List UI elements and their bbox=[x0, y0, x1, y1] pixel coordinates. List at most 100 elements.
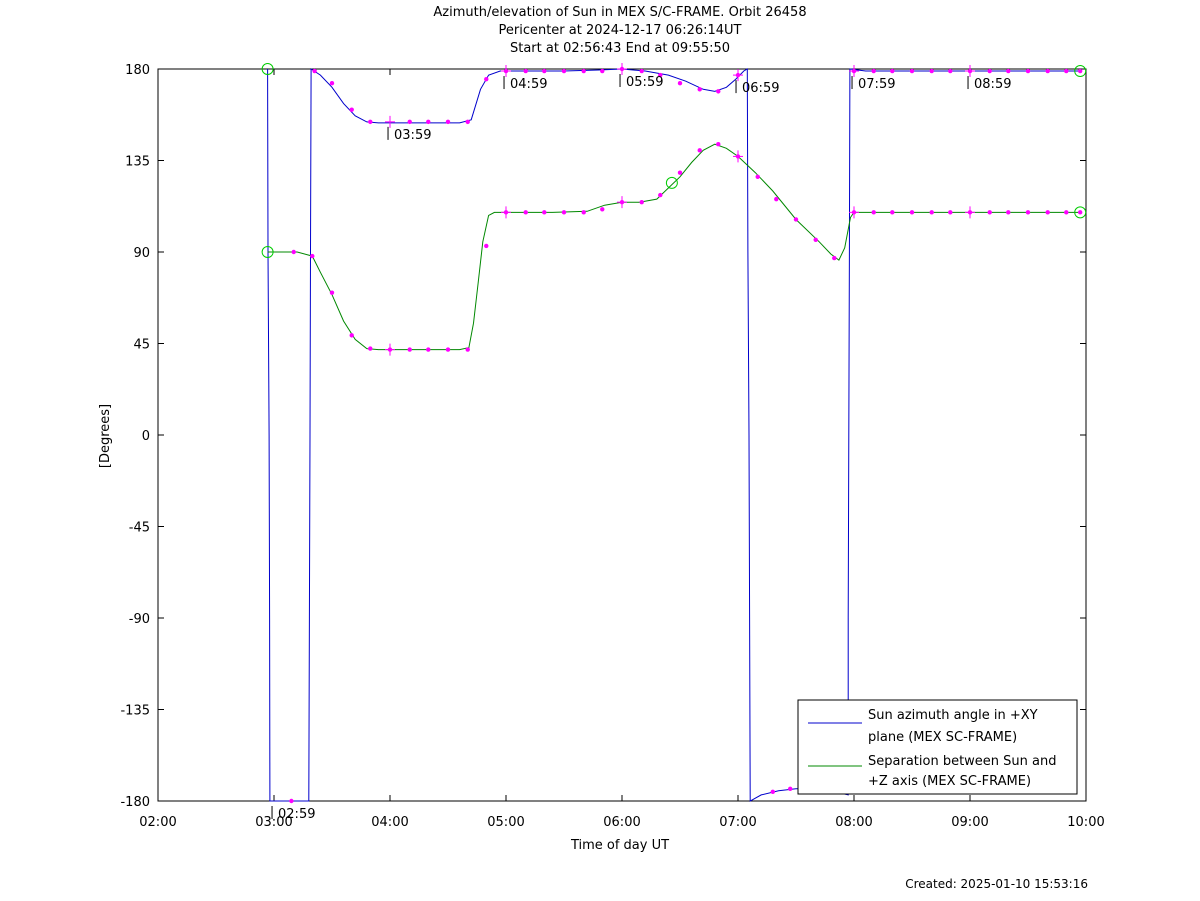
data-point-marker bbox=[581, 68, 586, 74]
legend-label-azimuth-line2: plane (MEX SC-FRAME) bbox=[868, 730, 1017, 745]
data-point-marker bbox=[871, 68, 876, 74]
data-point-marker bbox=[1025, 68, 1031, 74]
data-point-marker bbox=[445, 119, 451, 125]
data-point-marker bbox=[312, 68, 317, 74]
data-point-marker bbox=[677, 81, 683, 86]
data-point-marker bbox=[909, 210, 915, 215]
data-point-marker bbox=[329, 81, 335, 86]
data-point-marker bbox=[929, 68, 934, 74]
data-point-marker bbox=[774, 196, 779, 202]
event-circle-marker bbox=[261, 63, 274, 75]
data-point-marker bbox=[677, 170, 683, 175]
x-tick-label: 09:00 bbox=[951, 815, 988, 830]
x-tick-label: 04:00 bbox=[371, 815, 408, 830]
data-point-marker bbox=[426, 119, 431, 125]
data-point-marker bbox=[349, 107, 354, 112]
time-annotation-label: 03:59 bbox=[394, 128, 431, 143]
created-timestamp: Created: 2025-01-10 15:53:16 bbox=[905, 877, 1088, 891]
data-point-marker bbox=[697, 148, 702, 153]
y-tick-label: 45 bbox=[133, 338, 150, 353]
data-point-marker bbox=[426, 347, 431, 352]
data-point-marker bbox=[658, 72, 663, 78]
x-tick-label: 07:00 bbox=[719, 815, 756, 830]
data-point-marker bbox=[813, 237, 818, 242]
data-point-marker bbox=[445, 347, 451, 352]
data-point-marker bbox=[1064, 210, 1069, 215]
data-point-marker bbox=[716, 142, 721, 147]
data-point-marker bbox=[909, 68, 915, 74]
data-point-marker bbox=[788, 786, 793, 791]
x-axis-label: Time of day UT bbox=[570, 838, 669, 853]
legend-label-separation-line2: +Z axis (MEX SC-FRAME) bbox=[868, 774, 1031, 789]
data-point-marker bbox=[755, 174, 760, 179]
data-point-marker bbox=[1025, 210, 1031, 215]
legend-label-azimuth-line1: Sun azimuth angle in +XY bbox=[868, 708, 1038, 723]
data-point-marker bbox=[1006, 210, 1011, 215]
y-tick-label: -135 bbox=[120, 704, 150, 719]
data-point-marker bbox=[407, 119, 412, 125]
y-tick-label: -90 bbox=[129, 612, 150, 627]
data-point-marker bbox=[871, 210, 876, 215]
data-point-marker bbox=[1045, 210, 1050, 215]
y-tick-label: 90 bbox=[133, 246, 150, 261]
y-tick-label: -180 bbox=[120, 795, 150, 810]
hour-cross-marker bbox=[501, 206, 511, 219]
data-point-marker bbox=[639, 68, 644, 74]
data-point-marker bbox=[289, 798, 294, 804]
data-point-marker bbox=[349, 333, 354, 338]
hour-cross-marker bbox=[385, 115, 395, 128]
data-point-marker bbox=[368, 346, 373, 351]
y-tick-label: -45 bbox=[129, 521, 150, 536]
data-point-marker bbox=[1006, 68, 1011, 74]
data-point-marker bbox=[465, 347, 470, 352]
y-axis-label: [Degrees] bbox=[98, 404, 113, 468]
data-point-marker bbox=[523, 68, 528, 74]
legend-box bbox=[797, 699, 1078, 795]
y-tick-label: 135 bbox=[125, 155, 150, 170]
data-point-marker bbox=[561, 68, 567, 74]
legend: Sun azimuth angle in +XY plane (MEX SC-F… bbox=[797, 699, 1078, 795]
data-point-marker bbox=[581, 210, 586, 215]
data-point-marker bbox=[561, 210, 567, 215]
data-point-marker bbox=[697, 87, 702, 92]
x-tick-label: 08:00 bbox=[835, 815, 872, 830]
data-point-marker bbox=[770, 789, 775, 795]
hour-cross-marker bbox=[617, 196, 627, 209]
data-point-marker bbox=[987, 68, 992, 74]
data-point-marker bbox=[484, 76, 489, 82]
data-point-marker bbox=[639, 199, 644, 205]
data-point-marker bbox=[890, 210, 895, 215]
data-point-marker bbox=[484, 243, 489, 249]
hour-cross-marker bbox=[965, 65, 975, 78]
hour-cross-marker bbox=[849, 65, 859, 78]
data-point-marker bbox=[1078, 68, 1083, 74]
event-circle-marker bbox=[1074, 206, 1087, 219]
data-point-marker bbox=[987, 210, 992, 215]
time-annotation-label: 05:59 bbox=[626, 75, 663, 90]
data-point-marker bbox=[291, 249, 296, 255]
y-tick-label: 180 bbox=[125, 63, 150, 78]
hour-cross-marker bbox=[965, 206, 975, 219]
x-tick-label: 06:00 bbox=[603, 815, 640, 830]
time-annotation-label: 07:59 bbox=[858, 77, 895, 92]
plot-frame bbox=[157, 68, 1087, 802]
data-point-marker bbox=[600, 68, 605, 74]
time-annotation-label: 04:59 bbox=[510, 77, 547, 92]
x-tick-label: 05:00 bbox=[487, 815, 524, 830]
data-point-marker bbox=[523, 210, 528, 215]
data-point-marker bbox=[832, 255, 837, 261]
data-point-marker bbox=[407, 347, 412, 352]
legend-label-separation-line1: Separation between Sun and bbox=[868, 754, 1056, 769]
hour-cross-marker bbox=[733, 150, 743, 163]
data-point-marker bbox=[890, 68, 895, 74]
hour-cross-marker bbox=[849, 206, 859, 219]
time-annotation-label: 02:59 bbox=[278, 807, 315, 822]
time-annotation-label: 08:59 bbox=[974, 77, 1011, 92]
hour-cross-marker bbox=[617, 63, 627, 75]
data-point-marker bbox=[948, 68, 953, 74]
data-point-marker bbox=[1078, 210, 1083, 215]
data-point-marker bbox=[542, 210, 547, 215]
chart-subtitle-start-end: Start at 02:56:43 End at 09:55:50 bbox=[509, 41, 731, 56]
data-point-marker bbox=[465, 119, 470, 125]
